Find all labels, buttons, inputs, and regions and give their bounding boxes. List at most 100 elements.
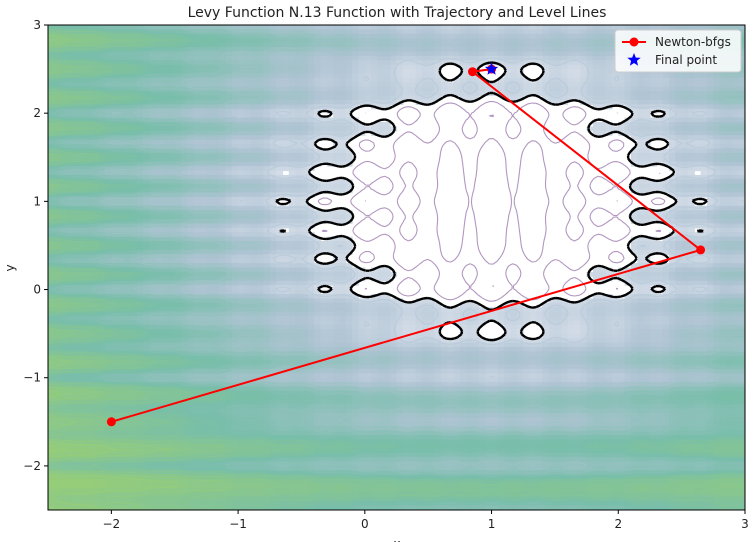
contour-cell — [719, 139, 727, 145]
contour-cell — [707, 249, 714, 255]
contour-cell — [276, 241, 283, 246]
contour-cell — [314, 33, 321, 39]
contour-cell — [510, 55, 518, 61]
contour-cell — [694, 152, 702, 158]
contour-cell — [98, 135, 106, 141]
contour-cell — [637, 122, 645, 127]
contour-cell — [707, 192, 714, 198]
contour-cell — [675, 166, 683, 172]
contour-cell — [276, 51, 283, 57]
contour-cell — [117, 232, 125, 238]
contour-cell — [92, 219, 100, 224]
contour-cell — [383, 64, 391, 70]
contour-cell — [491, 25, 499, 30]
contour-cell — [738, 294, 745, 299]
contour-cell — [618, 271, 626, 277]
contour-cell — [656, 276, 664, 282]
contour-cell — [726, 170, 733, 176]
contour-cell — [60, 183, 68, 189]
contour-cell — [238, 157, 245, 163]
contour-cell — [624, 302, 632, 308]
contour-cell — [339, 276, 347, 282]
contour-cell — [54, 144, 62, 149]
contour-cell — [244, 197, 252, 202]
contour-cell — [206, 214, 214, 220]
contour-cell — [187, 91, 195, 97]
contour-cell — [650, 245, 657, 251]
contour-cell — [244, 201, 252, 207]
contour-cell — [86, 51, 93, 57]
contour-cell — [244, 157, 252, 163]
contour-cell — [669, 219, 676, 224]
contour-cell — [288, 276, 296, 282]
contour-cell — [656, 100, 664, 105]
contour-cell — [314, 302, 321, 308]
contour-cell — [48, 60, 55, 66]
contour-cell — [130, 38, 138, 44]
contour-cell — [726, 179, 733, 185]
contour-cell — [320, 100, 328, 105]
contour-cell — [143, 166, 150, 172]
contour-cell — [263, 60, 271, 66]
contour-cell — [155, 152, 163, 158]
contour-cell — [187, 205, 195, 211]
contour-cell — [136, 100, 144, 105]
contour-cell — [732, 77, 740, 83]
contour-cell — [282, 214, 290, 220]
contour-cell — [200, 60, 207, 66]
contour-cell — [130, 245, 138, 251]
contour-cell — [238, 294, 245, 299]
contour-cell — [231, 161, 239, 167]
contour-cell — [738, 302, 745, 308]
contour-cell — [586, 38, 594, 44]
contour-cell — [707, 148, 714, 154]
contour-cell — [472, 25, 480, 30]
contour-cell — [333, 210, 340, 216]
contour-cell — [662, 161, 670, 167]
contour-cell — [200, 42, 207, 48]
contour-cell — [231, 104, 239, 110]
contour-cell — [345, 69, 353, 75]
contour-cell — [333, 219, 340, 224]
contour-cell — [301, 69, 309, 75]
contour-cell — [136, 294, 144, 299]
contour-cell — [681, 126, 689, 132]
contour-cell — [130, 47, 138, 52]
contour-cell — [136, 307, 144, 313]
contour-cell — [193, 122, 201, 127]
contour-cell — [282, 241, 290, 246]
contour-cell — [314, 298, 321, 304]
contour-cell — [174, 95, 182, 101]
contour-cell — [301, 249, 309, 255]
contour-cell — [231, 42, 239, 48]
contour-cell — [143, 100, 150, 105]
contour-cell — [643, 135, 651, 141]
contour-cell — [694, 166, 702, 172]
contour-cell — [383, 42, 391, 48]
contour-cell — [181, 82, 188, 88]
contour-cell — [181, 183, 188, 189]
contour-cell — [719, 214, 727, 220]
contour-cell — [193, 267, 201, 273]
contour-cell — [738, 183, 745, 189]
contour-cell — [326, 157, 334, 163]
contour-cell — [136, 188, 144, 194]
contour-cell — [149, 183, 157, 189]
contour-cell — [605, 95, 613, 101]
contour-cell — [561, 47, 569, 52]
contour-cell — [637, 157, 645, 163]
contour-cell — [193, 276, 201, 282]
contour-cell — [307, 42, 315, 48]
contour-cell — [250, 60, 258, 66]
contour-cell — [529, 29, 537, 35]
contour-cell — [371, 47, 379, 52]
contour-cell — [301, 302, 309, 308]
contour-cell — [681, 100, 689, 105]
contour-cell — [453, 82, 461, 88]
contour-cell — [212, 104, 220, 110]
contour-cell — [219, 205, 226, 211]
contour-cell — [694, 232, 702, 238]
contour-cell — [307, 223, 315, 229]
contour-cell — [143, 219, 150, 224]
contour-cell — [390, 95, 398, 101]
